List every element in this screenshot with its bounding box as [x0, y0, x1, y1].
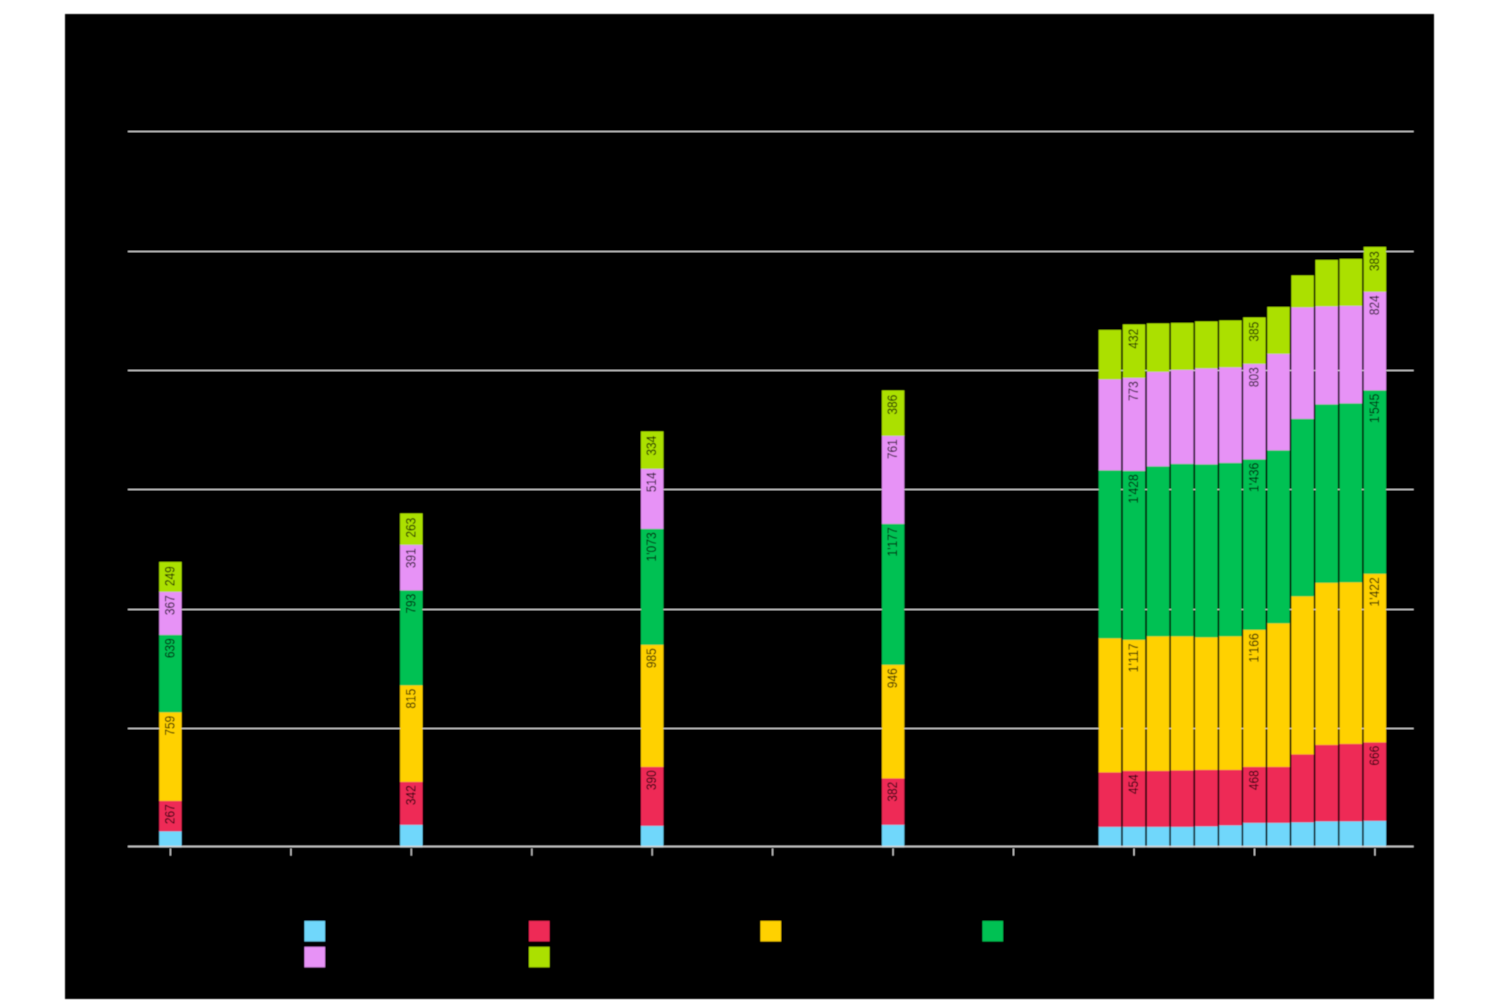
svg-text:946: 946: [885, 668, 901, 688]
svg-text:263: 263: [403, 518, 419, 538]
svg-text:639: 639: [162, 638, 178, 658]
svg-text:367: 367: [162, 595, 178, 615]
svg-text:386: 386: [885, 395, 901, 415]
svg-text:803: 803: [1247, 367, 1263, 387]
svg-text:382: 382: [885, 782, 901, 802]
svg-text:391: 391: [403, 548, 419, 568]
svg-text:761: 761: [885, 439, 901, 459]
svg-text:1'166: 1'166: [1247, 633, 1263, 662]
svg-text:1'422: 1'422: [1367, 577, 1383, 606]
svg-text:793: 793: [403, 594, 419, 614]
svg-text:342: 342: [403, 785, 419, 805]
svg-text:454: 454: [1126, 774, 1142, 794]
svg-text:1'117: 1'117: [1126, 643, 1142, 672]
svg-text:385: 385: [1247, 322, 1263, 342]
svg-text:1'545: 1'545: [1367, 394, 1383, 423]
svg-text:985: 985: [644, 648, 660, 668]
svg-text:759: 759: [162, 716, 178, 736]
svg-text:468: 468: [1247, 770, 1263, 790]
svg-text:334: 334: [644, 436, 660, 456]
svg-text:666: 666: [1367, 746, 1383, 766]
svg-text:383: 383: [1367, 251, 1383, 271]
svg-text:1'428: 1'428: [1126, 474, 1142, 503]
svg-text:267: 267: [162, 804, 178, 824]
svg-text:1'436: 1'436: [1247, 463, 1263, 492]
svg-text:390: 390: [644, 770, 660, 790]
svg-text:249: 249: [162, 566, 178, 586]
svg-text:432: 432: [1126, 329, 1142, 349]
svg-text:824: 824: [1367, 295, 1383, 315]
svg-text:815: 815: [403, 689, 419, 709]
svg-text:1'073: 1'073: [644, 532, 660, 561]
svg-text:1'177: 1'177: [885, 527, 901, 556]
svg-text:773: 773: [1126, 381, 1142, 401]
svg-text:514: 514: [644, 472, 660, 492]
